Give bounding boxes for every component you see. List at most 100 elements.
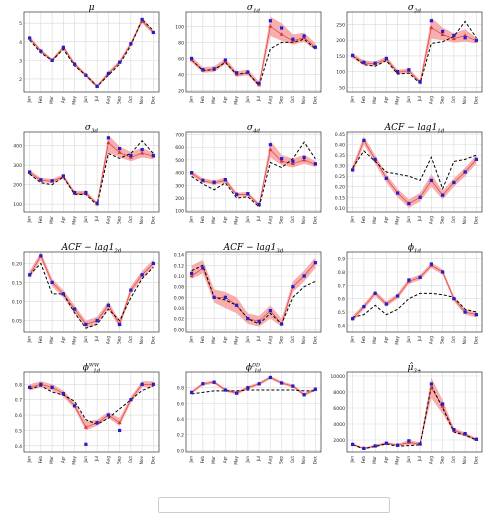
x-tick-label: Apr [222,456,227,464]
fit-point [95,421,99,425]
x-tick-label: Sep [279,96,284,104]
fit-point [73,190,77,195]
fit-point [280,322,284,326]
fit-point [418,195,422,199]
y-tick-label: 300 [13,163,22,169]
x-tick-label: Sep [279,336,284,344]
x-tick-label: Jan [27,96,32,104]
y-tick-label: 0.06 [174,295,184,301]
fit-point [151,382,155,386]
y-tick-label: 200 [336,38,345,44]
x-tick-label: Dec [312,335,317,344]
fit-point [280,157,284,161]
y-tick-label: 0.08 [174,285,184,291]
plot-frame [346,131,483,213]
x-tick-label: Oct [128,456,133,464]
x-tick-label: May [395,215,400,224]
x-tick-label: Nov [462,455,467,464]
plot-frame [23,371,160,453]
fit-point [268,309,272,313]
x-tick-label: Jun [83,336,88,344]
plot-frame [346,251,483,333]
x-tick-label: Jun [406,96,411,104]
sim-band [191,257,316,327]
fit-point [291,37,295,41]
obs-line [191,38,316,87]
x-tick-label: Jul [94,96,99,102]
x-tick-label: Jan [27,216,32,224]
fit-point [280,381,284,385]
fit-point [106,136,110,140]
x-tick-label: Aug [428,216,433,225]
x-tick-label: Apr [222,336,227,344]
fit-point [441,29,445,34]
fit-point [362,138,366,143]
obs-line [352,20,477,85]
x-tick-label: Apr [383,456,388,464]
fit-point [373,61,377,65]
fit-point [246,317,250,321]
y-tick-label: 0.6 [338,297,345,303]
fit-point [268,19,272,23]
x-tick-label: Mar [49,456,54,464]
y-tick-label: 400 [175,171,184,177]
fit-point [95,201,99,205]
x-tick-label: Jul [94,456,99,462]
x-tick-label: May [72,455,77,464]
fit-point [84,322,88,326]
x-tick-label: Feb [38,456,43,464]
y-tick-label: 10000 [330,374,345,380]
fit-point [190,56,194,60]
subplot-title: σ2d [408,3,422,15]
x-tick-label: Oct [451,456,456,464]
plot-frame [346,11,483,93]
fit-point [429,382,433,386]
fit-point [151,153,155,158]
y-tick-label: 0.2 [177,433,184,439]
fit-point [302,274,306,278]
fit-point [190,390,194,394]
fit-point [302,34,306,38]
fit-point [140,147,144,152]
fit-point [39,254,43,258]
subplot-1: 2 3 4 5 Jan Feb Mar Apr May Jun Jul Aug Sep Oct Nov Dec… [19,3,160,105]
fit-point [235,391,239,395]
x-tick-label: Aug [267,96,272,105]
y-tick-label: 0.05 [12,319,22,325]
x-tick-label: Mar [372,96,377,104]
x-tick-label: Feb [361,96,366,104]
y-tick-label: 0.6 [15,413,22,419]
fit-point [418,80,422,84]
sim-median-line [352,27,477,83]
fit-point [223,388,227,392]
fit-point [463,310,467,314]
x-tick-label: Aug [105,336,110,345]
sim-median-point [279,159,284,163]
fit-point [351,53,355,57]
fit-point [313,162,317,166]
x-tick-label: Nov [139,95,144,104]
y-tick-label: 0.9 [338,257,345,263]
fit-point [246,70,250,74]
y-tick-label: 200 [13,183,22,189]
fit-point [313,261,317,265]
x-tick-label: Dec [312,95,317,104]
x-tick-label: Aug [105,216,110,225]
y-tick-label: 80 [178,40,184,46]
fit-point [441,193,445,197]
x-tick-label: Dec [312,215,317,224]
x-tick-label: Mar [211,456,216,464]
sim-median-point [117,420,122,425]
y-tick-label: 0.25 [335,174,345,180]
fit-point [223,58,227,62]
x-tick-label: Nov [139,215,144,224]
fit-point [452,428,456,432]
y-tick-label: 4000 [333,422,345,428]
y-tick-label: 0.02 [174,317,184,323]
x-tick-label: Sep [440,336,445,344]
fit-point [291,384,295,388]
y-tick-label: 0.0 [177,448,184,454]
fit-point [384,441,388,445]
fit-point [73,404,77,408]
